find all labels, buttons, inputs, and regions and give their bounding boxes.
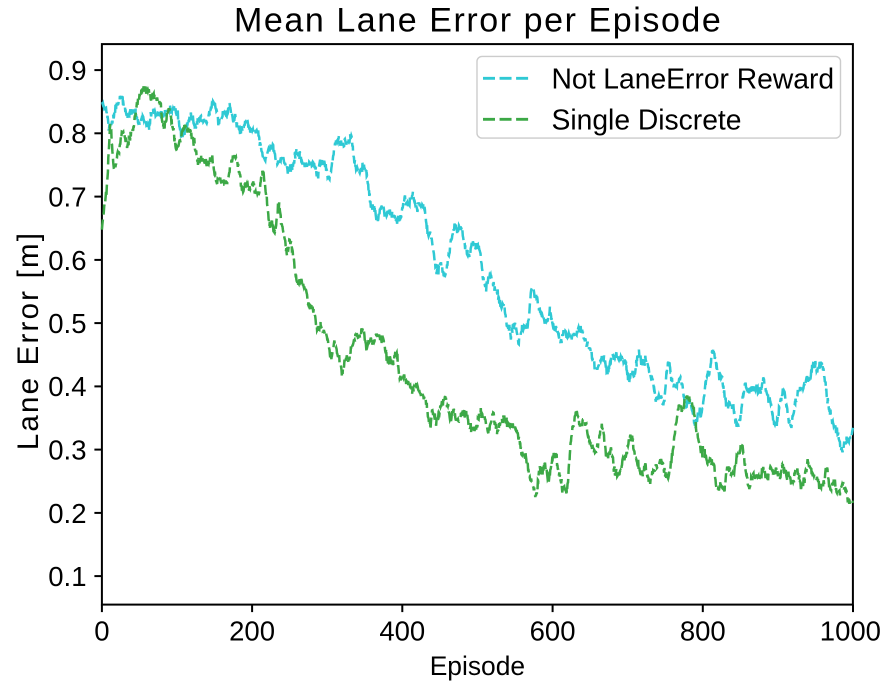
svg-text:0.4: 0.4 bbox=[48, 371, 86, 402]
svg-text:0.6: 0.6 bbox=[48, 245, 86, 276]
svg-text:0.5: 0.5 bbox=[48, 308, 86, 339]
svg-text:Single Discrete: Single Discrete bbox=[552, 104, 742, 136]
svg-text:Lane Error [m]: Lane Error [m] bbox=[12, 231, 45, 450]
svg-text:Not LaneError Reward: Not LaneError Reward bbox=[552, 63, 835, 95]
svg-text:Mean Lane Error per Episode: Mean Lane Error per Episode bbox=[234, 2, 722, 40]
svg-text:400: 400 bbox=[379, 616, 425, 647]
svg-text:600: 600 bbox=[530, 616, 576, 647]
svg-text:0: 0 bbox=[94, 616, 109, 647]
svg-text:0.2: 0.2 bbox=[48, 498, 86, 529]
svg-text:0.8: 0.8 bbox=[48, 118, 86, 149]
svg-text:200: 200 bbox=[229, 616, 275, 647]
svg-text:1000: 1000 bbox=[820, 616, 881, 647]
svg-text:0.7: 0.7 bbox=[48, 182, 86, 213]
svg-text:0.1: 0.1 bbox=[48, 561, 86, 592]
svg-text:800: 800 bbox=[680, 616, 726, 647]
svg-text:Episode: Episode bbox=[430, 651, 525, 681]
svg-text:0.3: 0.3 bbox=[48, 435, 86, 466]
svg-text:0.9: 0.9 bbox=[48, 55, 86, 86]
